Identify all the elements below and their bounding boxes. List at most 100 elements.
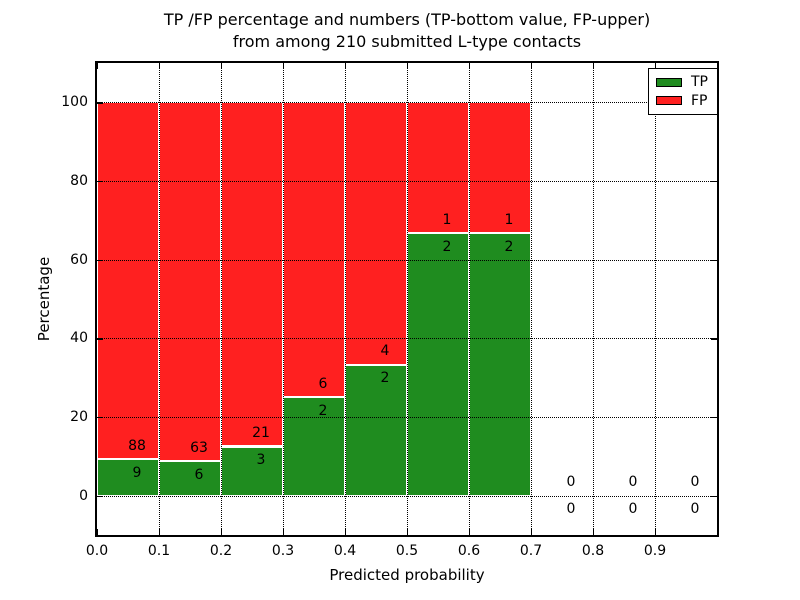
tick-mark — [97, 529, 99, 535]
fp-count-label: 1 — [442, 212, 452, 229]
tp-bar-segment — [97, 459, 159, 496]
tick-mark — [283, 529, 285, 535]
x-tick-label: 0.8 — [581, 543, 605, 559]
tick-mark — [711, 417, 717, 419]
tp-count-label: 6 — [194, 466, 204, 483]
x-tick-label: 0.7 — [519, 543, 543, 559]
fp-bar-segment — [159, 102, 221, 462]
tick-mark — [221, 63, 223, 69]
tp-count-label: 9 — [132, 464, 142, 481]
grid-line-x — [531, 63, 532, 535]
grid-line-x — [469, 63, 470, 535]
grid-line-x — [593, 63, 594, 535]
tick-mark — [159, 63, 161, 69]
tick-mark — [655, 529, 657, 535]
grid-layer — [97, 63, 717, 535]
tp-count-label: 2 — [442, 238, 452, 255]
grid-line-y — [97, 259, 717, 261]
fp-bar-segment — [345, 102, 407, 365]
legend-entry-fp: FP — [656, 94, 710, 108]
fp-count-label: 0 — [690, 474, 700, 491]
chart-title-line2: from among 210 submitted L-type contacts — [232, 32, 582, 51]
tick-mark — [97, 181, 103, 183]
tp-count-label: 2 — [318, 402, 328, 419]
tick-mark — [97, 338, 103, 340]
tick-mark — [97, 102, 103, 104]
tp-count-label: 3 — [256, 451, 266, 468]
tp-count-label: 2 — [380, 369, 390, 386]
grid-line-x — [221, 63, 222, 535]
fp-legend-swatch-icon — [656, 96, 682, 106]
fp-bar-segment — [97, 102, 159, 460]
tick-mark — [159, 529, 161, 535]
chart-title: TP /FP percentage and numbers (TP-bottom… — [95, 9, 719, 53]
tick-mark — [531, 529, 533, 535]
y-tick-label: 100 — [61, 94, 88, 111]
x-tick-label: 0.9 — [643, 543, 667, 559]
tick-mark — [407, 529, 409, 535]
grid-line-y — [97, 417, 717, 418]
tp-bar-segment — [407, 233, 469, 496]
fp-bar-segment — [283, 102, 345, 398]
tick-mark — [469, 529, 471, 535]
annotations-layer: 88 9 63 6 21 3 6 2 4 2 1 2 1 2 0 0 0 0 0 0 — [97, 63, 717, 535]
x-tick-label: 0.2 — [209, 543, 233, 559]
grid-line-y — [97, 181, 717, 182]
tick-mark — [221, 529, 223, 535]
tp-count-label: 0 — [690, 501, 700, 518]
y-tick-label: 60 — [70, 251, 88, 268]
x-tick-label: 0.6 — [457, 543, 481, 559]
legend-label-fp: FP — [691, 92, 708, 109]
y-axis-label: Percentage — [35, 256, 53, 342]
tick-mark — [593, 529, 595, 535]
y-tick-label: 80 — [70, 173, 88, 189]
tick-mark — [97, 417, 103, 419]
tp-count-label: 0 — [628, 501, 638, 518]
grid-line-x — [159, 63, 160, 535]
x-tick-label: 0.1 — [147, 543, 171, 559]
y-tick-label: 0 — [79, 487, 88, 504]
ticks-layer — [97, 63, 717, 535]
grid-line-y — [97, 495, 717, 497]
tick-mark — [531, 63, 533, 69]
chart-title-line1: TP /FP percentage and numbers (TP-bottom… — [163, 10, 651, 29]
tick-mark — [469, 63, 471, 69]
fp-count-label: 21 — [252, 425, 270, 442]
fp-count-label: 88 — [128, 437, 146, 454]
fp-count-label: 4 — [380, 343, 390, 360]
tick-mark — [655, 63, 657, 69]
legend: TP FP — [648, 68, 718, 115]
fp-bar-segment — [221, 102, 283, 447]
tick-mark — [711, 495, 717, 497]
tick-mark — [283, 63, 285, 69]
tick-mark — [345, 63, 347, 69]
plot-area: 88 9 63 6 21 3 6 2 4 2 1 2 1 2 0 0 0 0 0 0 TP FP — [95, 61, 719, 537]
x-tick-label: 0.5 — [395, 543, 419, 559]
grid-line-y — [97, 338, 717, 340]
tick-mark — [711, 181, 717, 183]
tp-count-label: 2 — [504, 238, 514, 255]
y-tick-label: 20 — [70, 409, 88, 425]
fp-count-label: 63 — [190, 440, 208, 457]
x-tick-label: 0.3 — [271, 543, 295, 559]
grid-line-y — [97, 102, 717, 104]
grid-line-x — [283, 63, 284, 535]
tp-legend-swatch-icon — [656, 77, 682, 87]
tick-mark — [407, 63, 409, 69]
fp-count-label: 0 — [566, 474, 576, 491]
tp-count-label: 0 — [566, 501, 576, 518]
grid-line-x — [655, 63, 656, 535]
legend-entry-tp: TP — [656, 75, 710, 89]
tick-mark — [345, 529, 347, 535]
tick-mark — [711, 338, 717, 340]
x-axis-label: Predicted probability — [329, 566, 485, 584]
tick-mark — [97, 495, 103, 497]
tick-mark — [97, 63, 99, 69]
x-tick-label: 0.4 — [333, 543, 357, 559]
fp-bar-segment — [407, 102, 469, 234]
fp-count-label: 6 — [318, 375, 328, 392]
fp-bar-segment — [469, 102, 531, 234]
fp-count-label: 0 — [628, 474, 638, 491]
tick-mark — [711, 259, 717, 261]
